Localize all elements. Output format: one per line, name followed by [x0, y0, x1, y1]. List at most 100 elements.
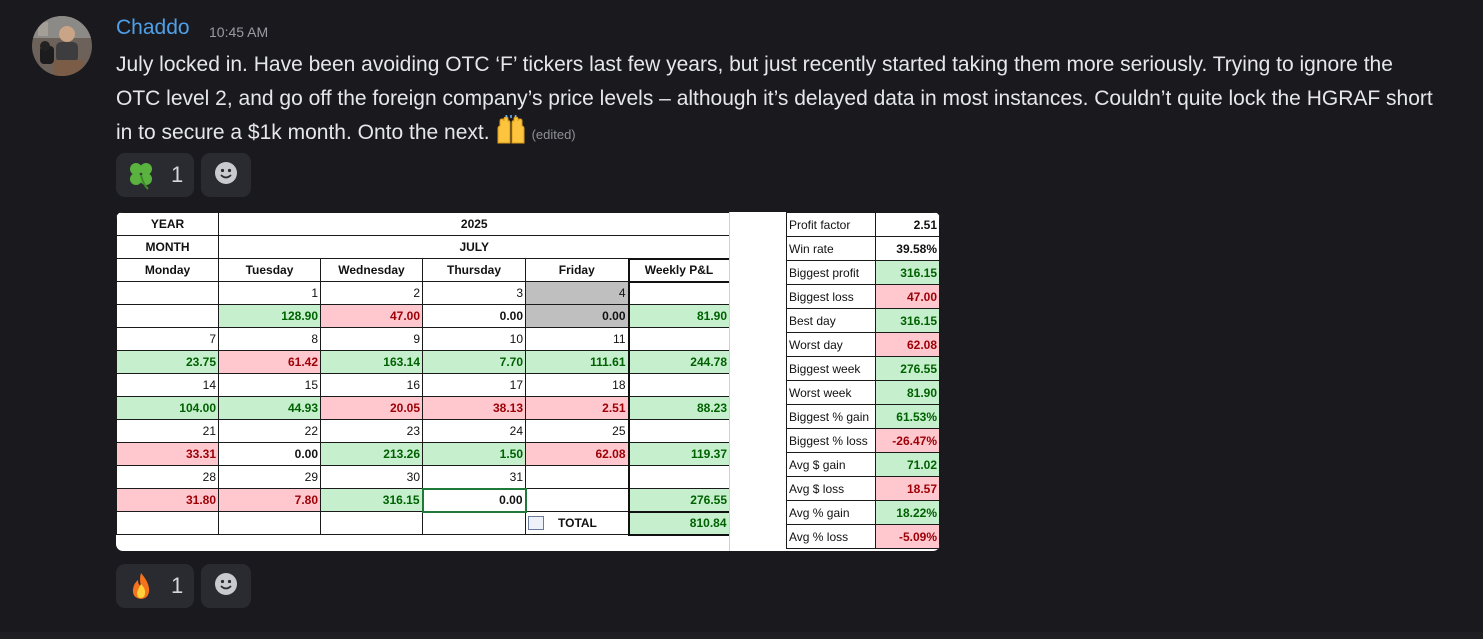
pnl-cell: 61.42	[218, 350, 321, 374]
stat-value: 39.58%	[875, 236, 940, 261]
day-header: Monday	[116, 258, 219, 282]
date-cell: 16	[320, 373, 423, 397]
pnl-cell: 1.50	[422, 442, 526, 466]
date-cell	[627, 373, 730, 397]
weekly-pnl-cell: 81.90	[627, 304, 730, 328]
day-header: Thursday	[422, 258, 526, 282]
stat-value: 62.08	[875, 332, 940, 357]
date-cell: 8	[218, 327, 321, 351]
day-header: Tuesday	[218, 258, 321, 282]
date-cell	[116, 281, 219, 305]
year-value: 2025	[218, 212, 730, 236]
pnl-cell: 62.08	[525, 442, 629, 466]
pnl-cell: 0.00	[218, 442, 321, 466]
pnl-cell: 23.75	[116, 350, 219, 374]
date-cell	[627, 465, 730, 489]
pnl-cell: 128.90	[218, 304, 321, 328]
year-label: YEAR	[116, 212, 219, 236]
pnl-cell: 7.70	[422, 350, 526, 374]
date-cell: 18	[525, 373, 629, 397]
reaction-count: 1	[171, 573, 184, 598]
date-cell	[627, 327, 730, 351]
add-reaction-button[interactable]	[201, 153, 251, 197]
pnl-cell: 31.80	[116, 488, 219, 512]
stat-label: Best day	[786, 308, 876, 333]
date-cell	[627, 281, 730, 305]
stat-label: Worst week	[786, 380, 876, 405]
stat-label: Avg % loss	[786, 524, 876, 549]
date-cell: 22	[218, 419, 321, 443]
pnl-cell: 2.51	[525, 396, 629, 420]
stat-value: 18.22%	[875, 500, 940, 525]
date-cell: 10	[422, 327, 526, 351]
weekly-pnl-cell: 276.55	[627, 488, 730, 512]
pnl-cell: 0.00	[421, 487, 527, 513]
stat-value: 61.53%	[875, 404, 940, 429]
date-cell: 4	[525, 281, 629, 305]
reactions-bar-top: 1	[116, 153, 251, 197]
spreadsheet-image[interactable]: YEAR 2025 MONTH JULY Monday Tuesday Wedn…	[116, 212, 940, 551]
stat-value: 47.00	[875, 284, 940, 309]
stat-label: Avg % gain	[786, 500, 876, 525]
empty-cell	[320, 511, 423, 535]
date-cell: 2	[320, 281, 423, 305]
reaction-fire[interactable]: 1	[116, 564, 194, 608]
stat-label: Biggest % loss	[786, 428, 876, 453]
stat-value: -5.09%	[875, 524, 940, 549]
four-leaf-clover-icon	[126, 160, 156, 190]
total-value: 810.84	[627, 510, 731, 536]
pnl-cell: 7.80	[218, 488, 321, 512]
stat-value: 316.15	[875, 308, 940, 333]
date-cell: 28	[116, 465, 219, 489]
add-reaction-icon	[213, 160, 239, 190]
date-cell: 17	[422, 373, 526, 397]
total-label: TOTAL	[558, 515, 597, 530]
month-label: MONTH	[116, 235, 219, 259]
stat-label: Worst day	[786, 332, 876, 357]
weekly-pnl-cell: 88.23	[627, 396, 730, 420]
stat-label: Avg $ loss	[786, 476, 876, 501]
month-value: JULY	[218, 235, 730, 259]
pnl-cell: 47.00	[320, 304, 423, 328]
username[interactable]: Chaddo	[116, 16, 190, 39]
avatar[interactable]	[32, 16, 92, 76]
stat-label: Biggest week	[786, 356, 876, 381]
stat-value: 81.90	[875, 380, 940, 405]
calendar-table: YEAR 2025 MONTH JULY Monday Tuesday Wedn…	[116, 212, 731, 536]
pnl-cell: 213.26	[320, 442, 423, 466]
pnl-cell: 20.05	[320, 396, 423, 420]
empty-cell	[422, 511, 526, 535]
pnl-cell: 44.93	[218, 396, 321, 420]
timestamp[interactable]: 10:45 AM	[209, 24, 269, 40]
add-reaction-icon	[213, 571, 239, 601]
stat-label: Biggest profit	[786, 260, 876, 285]
weekly-pnl-cell: 244.78	[627, 350, 730, 374]
pnl-cell	[116, 304, 219, 328]
stat-value: 276.55	[875, 356, 940, 381]
edited-label: (edited)	[531, 127, 576, 142]
date-cell	[525, 465, 629, 489]
date-cell: 23	[320, 419, 423, 443]
reaction-count: 1	[171, 162, 184, 187]
date-cell: 11	[525, 327, 629, 351]
reactions-bar-bottom: 1	[116, 564, 251, 608]
pnl-cell: 111.61	[525, 350, 629, 374]
add-reaction-button[interactable]	[201, 564, 251, 608]
message-body: July locked in. Have been avoiding OTC ‘…	[116, 53, 1433, 144]
stat-value: -26.47%	[875, 428, 940, 453]
pnl-cell	[525, 488, 629, 512]
date-cell: 30	[320, 465, 423, 489]
reaction-four-leaf-clover[interactable]: 1	[116, 153, 194, 197]
date-cell: 21	[116, 419, 219, 443]
date-cell: 15	[218, 373, 321, 397]
paste-options-icon[interactable]	[528, 516, 544, 531]
date-cell: 24	[422, 419, 526, 443]
fire-icon	[126, 571, 156, 601]
pnl-cell: 0.00	[422, 304, 526, 328]
stat-value: 71.02	[875, 452, 940, 477]
divider	[0, 632, 1483, 639]
stat-label: Profit factor	[786, 212, 876, 237]
stat-value: 18.57	[875, 476, 940, 501]
pnl-cell: 163.14	[320, 350, 423, 374]
